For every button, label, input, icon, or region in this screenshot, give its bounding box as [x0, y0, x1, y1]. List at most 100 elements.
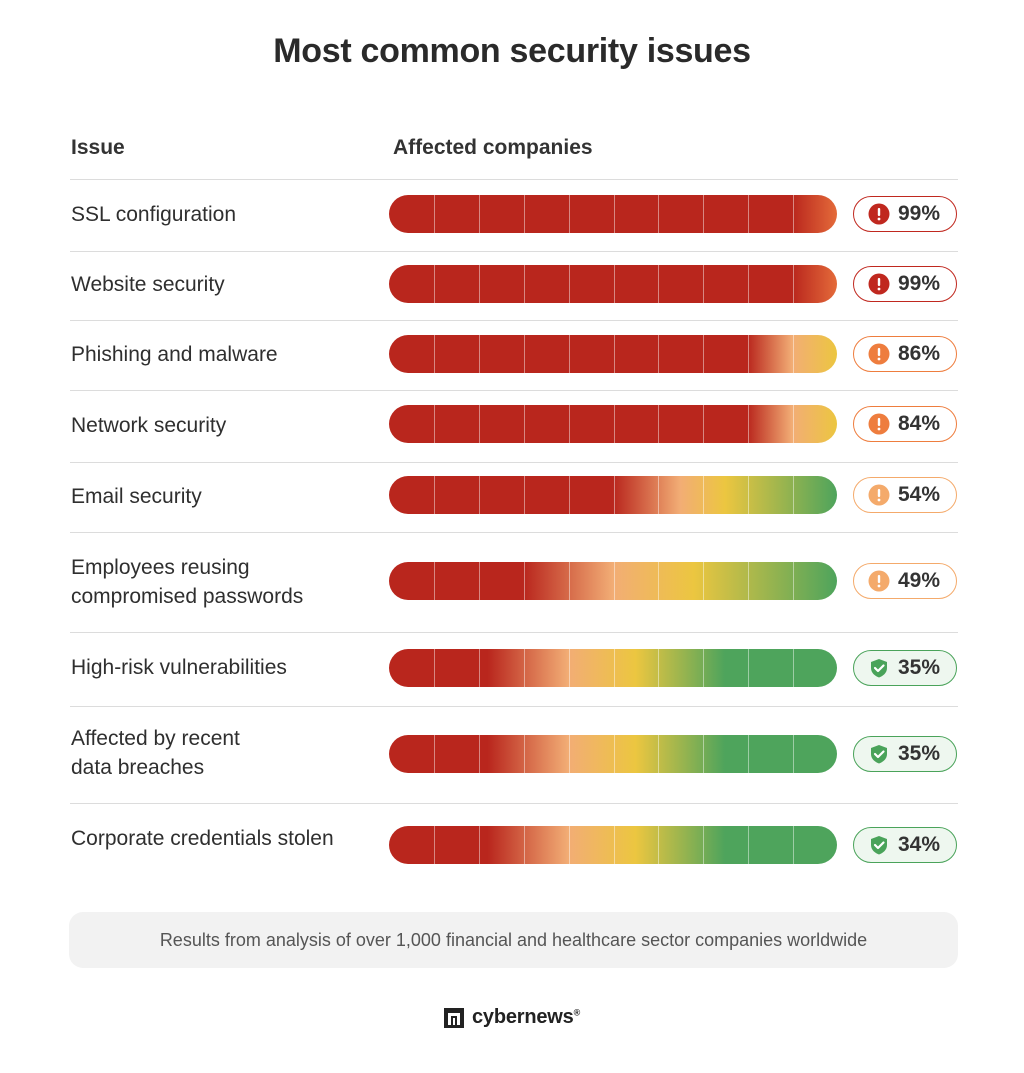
bar — [389, 649, 837, 687]
row-divider — [70, 803, 958, 804]
bar-segment-divider — [792, 405, 794, 443]
bar-segment-divider — [703, 265, 705, 303]
bar-segment-divider — [568, 405, 570, 443]
bar-segment-divider — [792, 476, 794, 514]
bar-segment-divider — [613, 405, 615, 443]
row-divider — [70, 706, 958, 707]
value-badge: 99% — [853, 196, 957, 232]
bar-segment-divider — [613, 265, 615, 303]
value-badge: 35% — [853, 736, 957, 772]
bar — [389, 826, 837, 864]
bar-segment-divider — [613, 735, 615, 773]
brand-logo: cybernews® — [0, 1006, 1024, 1029]
issue-label: Affected by recent data breaches — [71, 727, 240, 779]
bar-segment-divider — [703, 649, 705, 687]
bar-segment-divider — [523, 195, 525, 233]
bar-segment-divider — [792, 826, 794, 864]
bar-segment-divider — [747, 735, 749, 773]
bar-segment-divider — [747, 826, 749, 864]
shield-check-icon — [871, 836, 887, 855]
bar-segment-divider — [479, 735, 481, 773]
bar — [389, 735, 837, 773]
value-badge: 54% — [853, 477, 957, 513]
bar-segment-divider — [658, 735, 660, 773]
bar-segment-divider — [523, 265, 525, 303]
bar-segment-divider — [479, 562, 481, 600]
value-label: 99% — [898, 272, 941, 295]
bar-segment-divider — [658, 265, 660, 303]
footnote-text: Results from analysis of over 1,000 fina… — [159, 929, 868, 950]
value-badge: 34% — [853, 827, 957, 863]
bar-segment-divider — [523, 649, 525, 687]
row-divider — [70, 320, 958, 321]
brand-name: cybernews® — [471, 1006, 581, 1028]
bar-segment-divider — [613, 826, 615, 864]
bar-segment-divider — [479, 265, 481, 303]
bar — [389, 265, 837, 303]
bar-segment-divider — [568, 476, 570, 514]
bar-segment-divider — [658, 405, 660, 443]
bar — [389, 405, 837, 443]
row-divider — [70, 251, 958, 252]
bar-segment-divider — [703, 195, 705, 233]
bar-segment-divider — [747, 195, 749, 233]
cybernews-logo-icon — [443, 1007, 464, 1028]
row-divider — [70, 390, 958, 391]
bar-segment-divider — [523, 826, 525, 864]
issue-label: High-risk vulnerabilities — [71, 656, 287, 679]
row-divider — [70, 179, 958, 180]
bar-segment-divider — [479, 195, 481, 233]
alert-icon — [868, 484, 890, 506]
bar-segment-divider — [792, 335, 794, 373]
bar-segment-divider — [613, 649, 615, 687]
bar-segment-divider — [434, 265, 436, 303]
bar-segment-divider — [703, 335, 705, 373]
bar-segment-divider — [523, 405, 525, 443]
issue-label: Phishing and malware — [71, 343, 278, 366]
bar-segment-divider — [658, 335, 660, 373]
bar-segment-divider — [613, 562, 615, 600]
value-badge: 86% — [853, 336, 957, 372]
bar-segment-divider — [613, 476, 615, 514]
bar-segment-divider — [479, 405, 481, 443]
bar-segment-divider — [479, 826, 481, 864]
bar-segment-divider — [434, 195, 436, 233]
bar-segment-divider — [434, 405, 436, 443]
bar-segment-divider — [658, 195, 660, 233]
bar-segment-divider — [523, 735, 525, 773]
bar-segment-divider — [792, 195, 794, 233]
value-label: 35% — [898, 656, 941, 679]
bar-segment-divider — [613, 195, 615, 233]
bar-segment-divider — [434, 649, 436, 687]
alert-icon — [868, 413, 890, 435]
alert-icon — [868, 203, 890, 225]
row-divider — [70, 632, 958, 633]
bar-segment-divider — [747, 562, 749, 600]
alert-icon — [868, 570, 890, 592]
bar-segment-divider — [434, 826, 436, 864]
bar-segment-divider — [523, 335, 525, 373]
bar-segment-divider — [434, 735, 436, 773]
bar — [389, 476, 837, 514]
bar-segment-divider — [568, 649, 570, 687]
bar-segment-divider — [792, 265, 794, 303]
bar-segment-divider — [568, 826, 570, 864]
bar-segment-divider — [747, 265, 749, 303]
footnote: Results from analysis of over 1,000 fina… — [69, 912, 958, 968]
bar-segment-divider — [479, 649, 481, 687]
bar-segment-divider — [568, 265, 570, 303]
issue-label: Email security — [71, 485, 202, 508]
bar-segment-divider — [703, 826, 705, 864]
value-label: 49% — [898, 569, 941, 592]
shield-check-icon — [871, 659, 887, 678]
bar-segment-divider — [479, 476, 481, 514]
bar-segment-divider — [658, 826, 660, 864]
bar-segment-divider — [747, 649, 749, 687]
shield-check-icon — [871, 745, 887, 764]
issue-label: SSL configuration — [71, 203, 236, 226]
bar-segment-divider — [434, 335, 436, 373]
bar-segment-divider — [747, 335, 749, 373]
value-badge: 35% — [853, 650, 957, 686]
value-label: 35% — [898, 742, 941, 765]
bar — [389, 195, 837, 233]
